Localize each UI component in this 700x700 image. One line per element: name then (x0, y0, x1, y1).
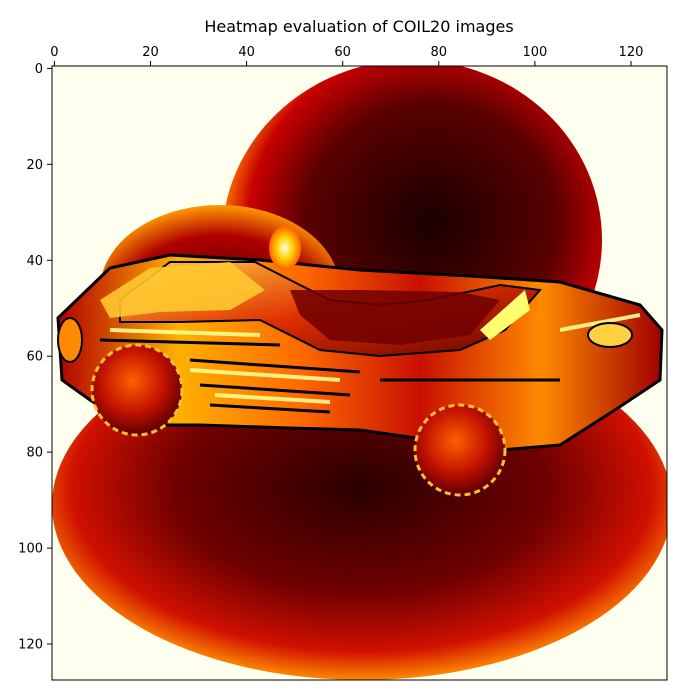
x-tick-label: 0 (50, 45, 58, 60)
x-tick-label: 100 (522, 45, 547, 60)
heatmap-region-rear-wheel (90, 343, 184, 437)
x-tick-label: 80 (431, 45, 448, 60)
heatmap-region-body-glints (109, 313, 641, 404)
heatmap-region-front-wheel (413, 403, 507, 497)
x-tick-label: 20 (142, 45, 159, 60)
heatmap-image (52, 66, 667, 680)
heatmap-region-side-window (480, 290, 530, 340)
heatmap-region-windshield (290, 290, 500, 345)
y-tick-label: 120 (18, 638, 43, 653)
y-tick-label: 20 (26, 158, 43, 173)
x-tick-label: 120 (619, 45, 644, 60)
y-tick-label: 80 (26, 446, 43, 461)
x-axis: 0 20 40 60 80 100 120 (50, 45, 643, 66)
x-tick-label: 40 (238, 45, 255, 60)
heatmap-region-body-streaks (99, 338, 560, 414)
plot-frame (51, 65, 668, 681)
y-tick-label: 0 (35, 62, 43, 77)
chart-title: Heatmap evaluation of COIL20 images (204, 17, 513, 36)
y-tick-label: 100 (18, 542, 43, 557)
y-tick-label: 40 (26, 254, 43, 269)
heatmap-region-headlight (587, 322, 633, 348)
y-tick-label: 60 (26, 350, 43, 365)
heatmap-region-pillar-glint (269, 226, 301, 270)
y-axis: 0 20 40 60 80 100 120 (18, 62, 52, 653)
x-tick-label: 60 (334, 45, 351, 60)
heatmap-region-rear-window (100, 262, 265, 318)
heatmap-region-rear-light (57, 317, 83, 363)
